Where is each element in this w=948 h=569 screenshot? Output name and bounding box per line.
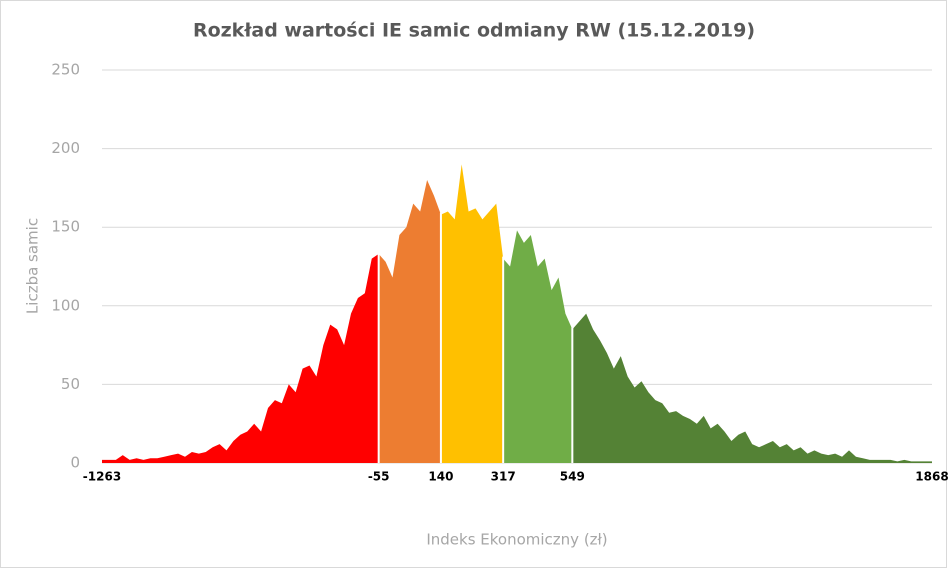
area-segment: [503, 230, 573, 463]
area-segment: [378, 180, 441, 464]
y-axis-label: Liczba samic: [24, 218, 42, 314]
y-tick-label: 0: [70, 454, 80, 472]
x-tick-label: 549: [560, 470, 585, 484]
chart-title: Rozkład wartości IE samic odmiany RW (15…: [193, 20, 755, 42]
x-tick-label: 317: [491, 470, 516, 484]
x-tick-label: 1868: [915, 470, 948, 484]
x-tick-label: 140: [428, 470, 453, 484]
x-tick-label: -1263: [83, 470, 121, 484]
y-tick-label: 100: [51, 296, 80, 314]
area-segment: [440, 164, 504, 463]
y-tick-label: 150: [51, 218, 80, 236]
area-segment: [572, 313, 932, 463]
y-tick-label: 50: [61, 375, 80, 393]
y-tick-label: 250: [51, 61, 80, 79]
y-tick-label: 200: [51, 139, 80, 157]
x-tick-label: -55: [368, 470, 390, 484]
x-axis-label: Indeks Ekonomiczny (zł): [426, 531, 607, 549]
area-segment: [102, 253, 379, 463]
